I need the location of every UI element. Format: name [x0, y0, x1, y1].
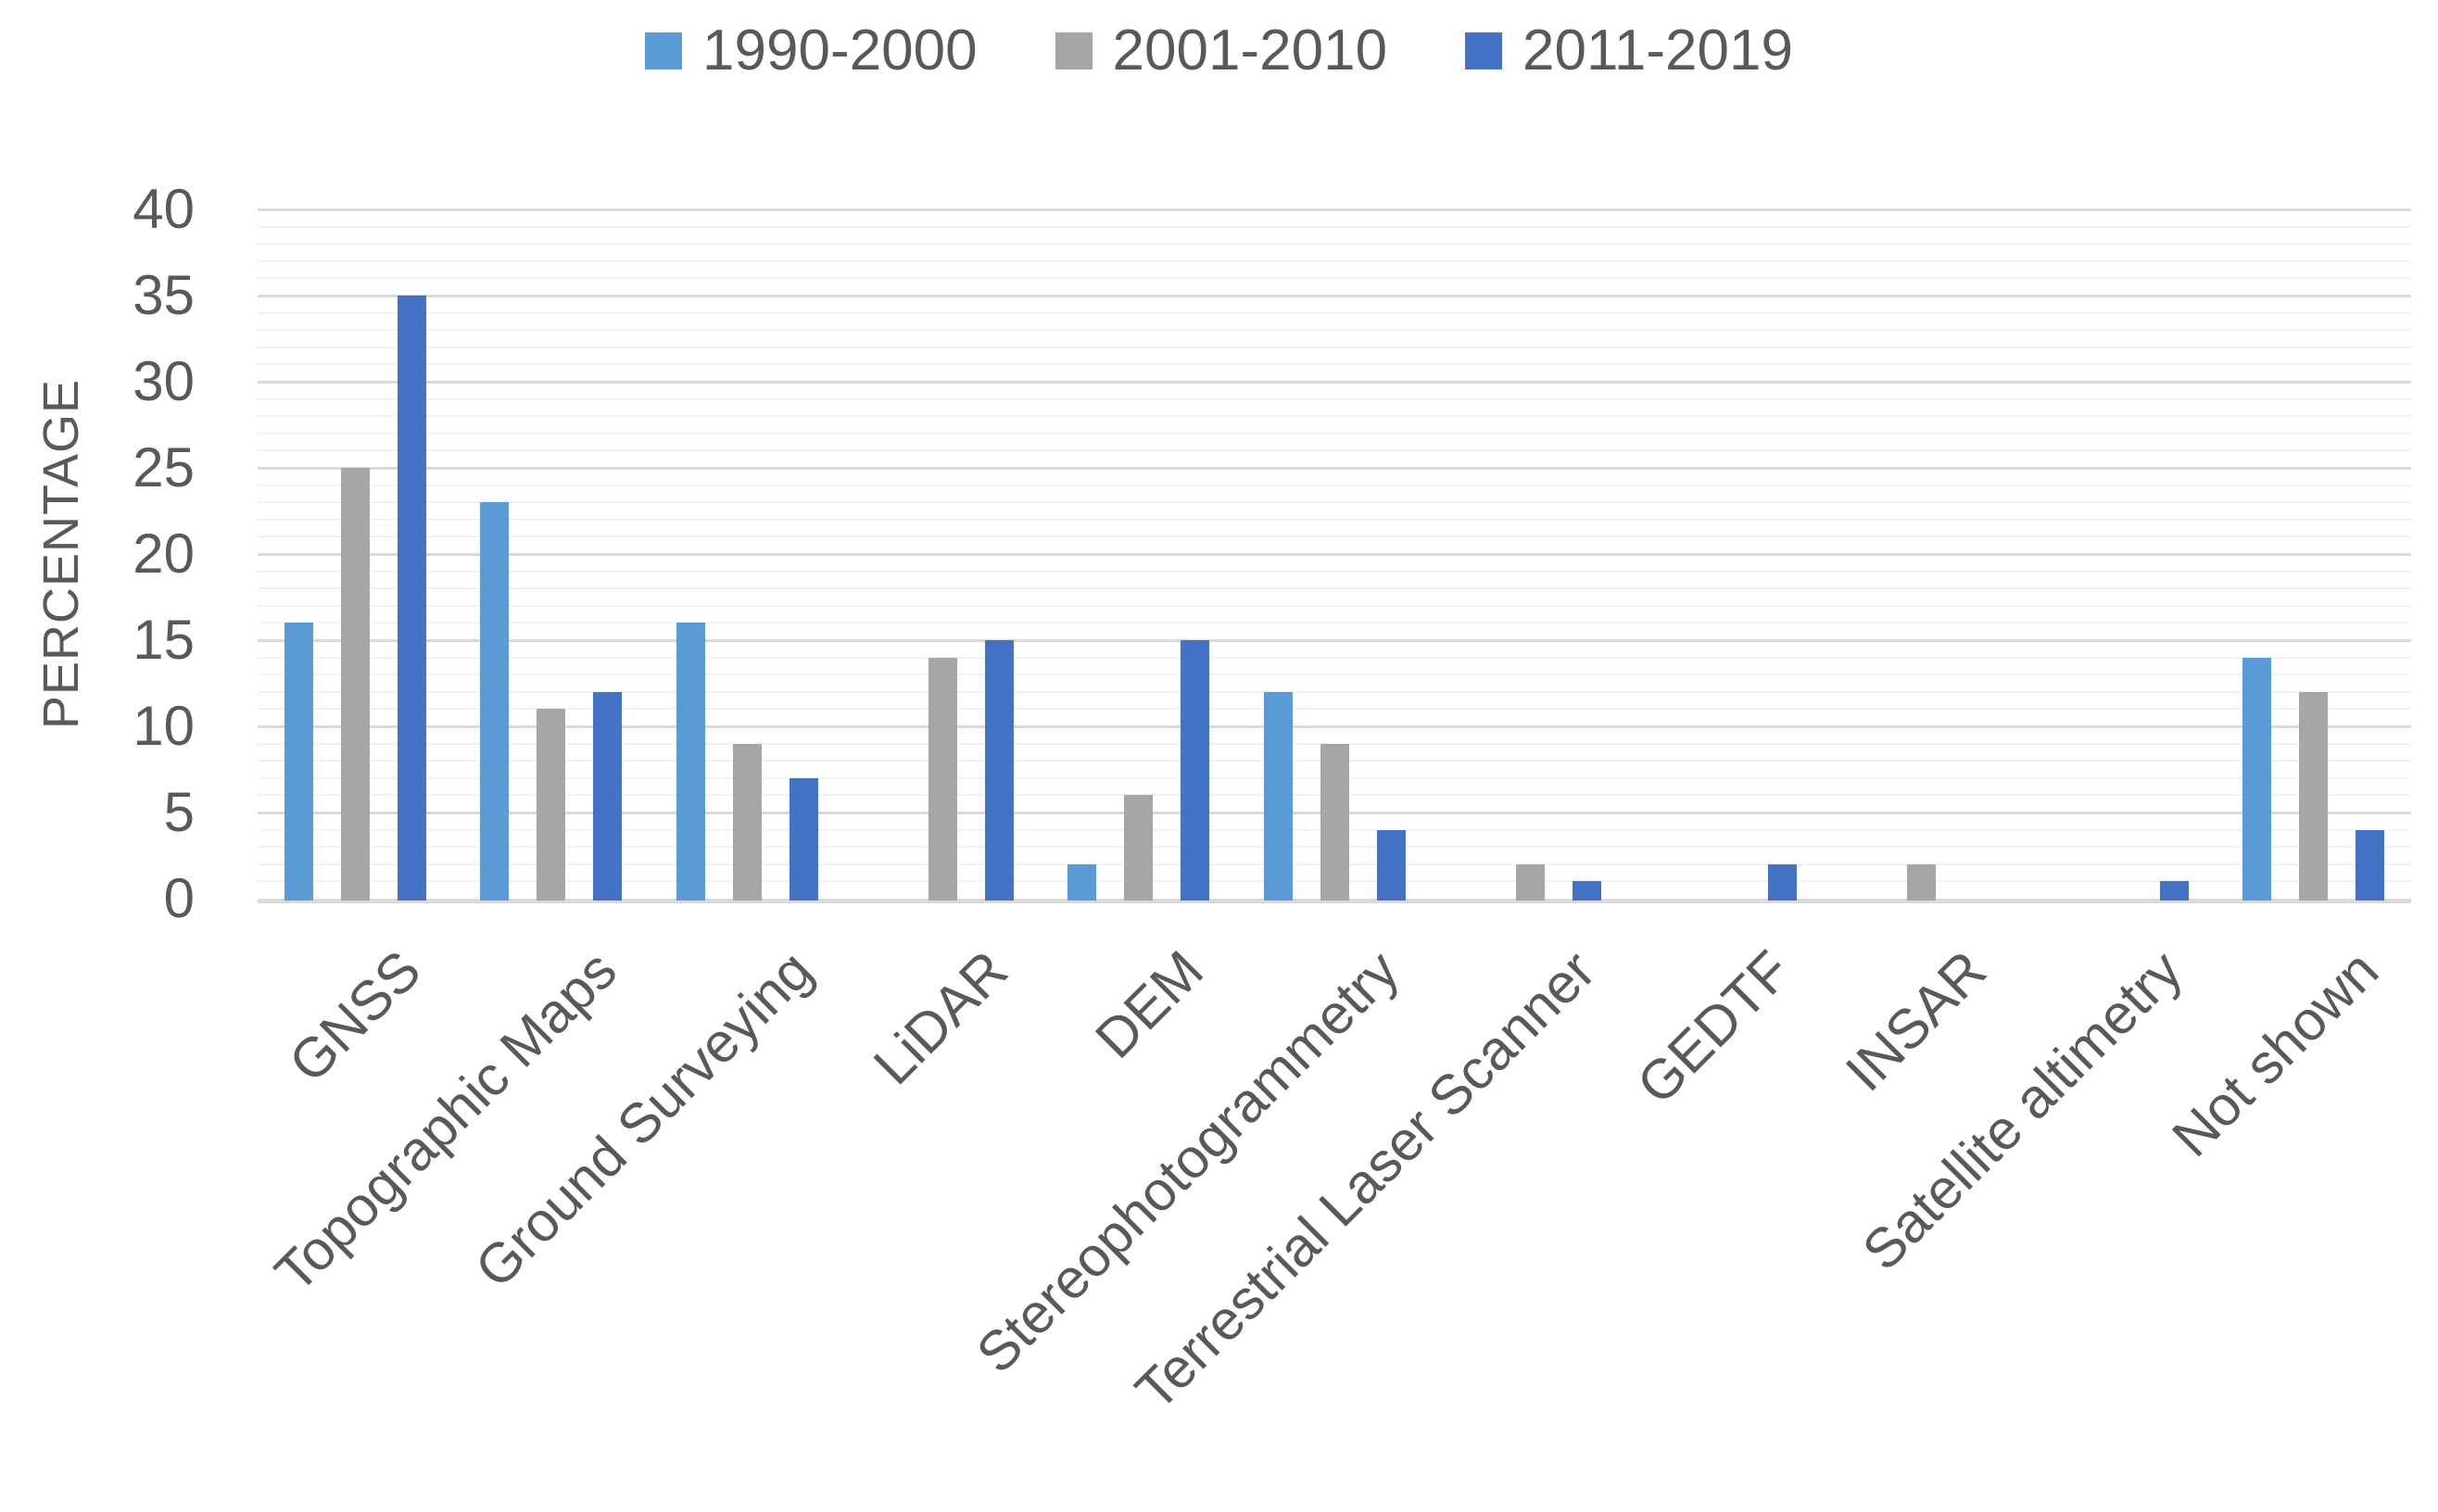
y-axis-tick-label: 40: [133, 178, 195, 240]
bar-2001-2010-DEM: [1124, 795, 1154, 901]
bar-2001-2010-Ground Surveying: [732, 743, 762, 901]
major-gridline: [258, 552, 2411, 556]
minor-gridline: [258, 674, 2411, 676]
bar-2001-2010-Topographic Maps: [537, 709, 566, 901]
x-axis-label: Ground Surveying: [462, 939, 824, 1300]
minor-gridline: [258, 243, 2411, 246]
minor-gridline: [258, 501, 2411, 504]
bar-2001-2010-LiDAR: [928, 657, 957, 901]
major-gridline: [258, 380, 2411, 384]
minor-gridline: [258, 277, 2411, 280]
minor-gridline: [258, 484, 2411, 486]
minor-gridline: [258, 604, 2411, 607]
bar-2011-2019-Topographic Maps: [593, 691, 623, 901]
minor-gridline: [258, 656, 2411, 659]
minor-gridline: [258, 363, 2411, 366]
minor-gridline: [258, 346, 2411, 348]
bar-2001-2010-GNSS: [341, 468, 371, 901]
legend-label: 1990-2000: [702, 19, 978, 82]
bar-2011-2019-GNSS: [398, 296, 427, 901]
minor-gridline: [258, 311, 2411, 314]
bar-2001-2010-INSAR: [1907, 863, 1937, 901]
bar-1990-2000-Ground Surveying: [676, 623, 705, 901]
bar-2011-2019-LiDAR: [984, 640, 1014, 901]
minor-gridline: [258, 622, 2411, 624]
x-axis-label: LiDAR: [862, 939, 1020, 1097]
legend-item: 1990-2000: [645, 22, 978, 80]
y-axis-tick-label: 15: [133, 609, 195, 671]
bar-2001-2010-Stereophotogrammetry: [1320, 743, 1349, 901]
minor-gridline: [258, 587, 2411, 590]
minor-gridline: [258, 449, 2411, 452]
minor-gridline: [258, 329, 2411, 332]
bar-1990-2000-Not shown: [2242, 657, 2271, 901]
major-gridline: [258, 208, 2411, 211]
legend-item: 2011-2019: [1465, 22, 1793, 80]
bar-1990-2000-Topographic Maps: [480, 502, 510, 901]
bar-2011-2019-Ground Surveying: [789, 777, 818, 901]
bar-2001-2010-Not shown: [2298, 691, 2328, 901]
legend-swatch-icon: [1465, 32, 1503, 69]
major-gridline: [258, 724, 2411, 728]
minor-gridline: [258, 690, 2411, 693]
bar-2011-2019-Terrestrial Laser Scanner: [1572, 881, 1601, 901]
minor-gridline: [258, 570, 2411, 573]
bar-2011-2019-Stereophotogrammetry: [1376, 829, 1406, 901]
minor-gridline: [258, 225, 2411, 228]
bar-1990-2000-DEM: [1067, 863, 1097, 901]
bar-2001-2010-Terrestrial Laser Scanner: [1515, 863, 1545, 901]
y-axis-tick-label: 0: [163, 867, 195, 929]
x-axis-label: Not shown: [2160, 939, 2391, 1169]
minor-gridline: [258, 536, 2411, 538]
legend-swatch-icon: [645, 32, 683, 69]
y-axis-tick-label: 10: [133, 695, 195, 757]
x-axis-label: GEDTF: [1625, 939, 1803, 1116]
legend: 1990-2000 2001-2010 2011-2019: [0, 22, 2438, 80]
major-gridline: [258, 294, 2411, 297]
minor-gridline: [258, 397, 2411, 400]
x-axis-label: DEM: [1083, 939, 1216, 1070]
bar-2011-2019-Satellite altimetry: [2159, 881, 2189, 901]
minor-gridline: [258, 432, 2411, 435]
bar-2011-2019-GEDTF: [1768, 863, 1798, 901]
minor-gridline: [258, 518, 2411, 521]
bar-1990-2000-GNSS: [284, 623, 314, 901]
legend-swatch-icon: [1055, 32, 1093, 69]
x-axis-label: GNSS: [276, 939, 433, 1094]
y-axis-tick-label: 5: [163, 781, 195, 843]
legend-item: 2001-2010: [1055, 19, 1388, 82]
x-axis-baseline: [258, 899, 2411, 903]
major-gridline: [258, 638, 2411, 642]
bar-2011-2019-Not shown: [2355, 829, 2384, 901]
legend-label: 2011-2019: [1522, 19, 1793, 82]
y-axis-tick-label: 20: [133, 523, 195, 585]
minor-gridline: [258, 415, 2411, 418]
y-axis-tick-label: 30: [133, 350, 195, 412]
y-axis-tick-label: 25: [133, 436, 195, 498]
x-axis-label: Topographic Maps: [262, 939, 628, 1304]
x-axis-label: INSAR: [1834, 939, 1999, 1103]
y-axis-tick-label: 35: [133, 264, 195, 326]
bar-1990-2000-Stereophotogrammetry: [1263, 691, 1293, 901]
minor-gridline: [258, 708, 2411, 711]
bar-2011-2019-DEM: [1181, 640, 1210, 901]
major-gridline: [258, 466, 2411, 470]
minor-gridline: [258, 259, 2411, 262]
plot-area: [258, 208, 2411, 903]
legend-label: 2001-2010: [1112, 19, 1388, 82]
